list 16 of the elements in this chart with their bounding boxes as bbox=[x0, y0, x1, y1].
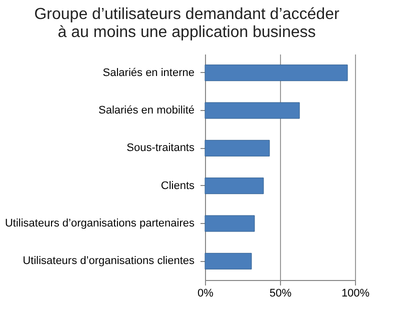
bar bbox=[204, 102, 300, 119]
bar bbox=[204, 215, 255, 232]
bar bbox=[204, 252, 252, 270]
y-tick-label: Utilisateurs d’organisations partenaires bbox=[4, 218, 195, 230]
chart-title: Groupe d’utilisateurs demandant d’accéder à au moins une application business bbox=[34, 6, 340, 41]
bar bbox=[204, 178, 264, 194]
x-tick-label: 50% bbox=[269, 288, 292, 300]
y-tick-label: Utilisateurs d’organisations clientes bbox=[22, 255, 195, 268]
y-tick-label: Salariés en mobilité bbox=[98, 104, 194, 116]
bar bbox=[204, 140, 270, 156]
y-tick-label: Sous-traitants bbox=[126, 142, 195, 154]
y-tick-label: Salariés en interne bbox=[102, 66, 194, 79]
x-tick-label: 100% bbox=[341, 288, 370, 300]
bar bbox=[204, 64, 348, 82]
y-tick-label: Clients bbox=[160, 180, 195, 192]
x-tick-label: 0% bbox=[198, 288, 214, 300]
